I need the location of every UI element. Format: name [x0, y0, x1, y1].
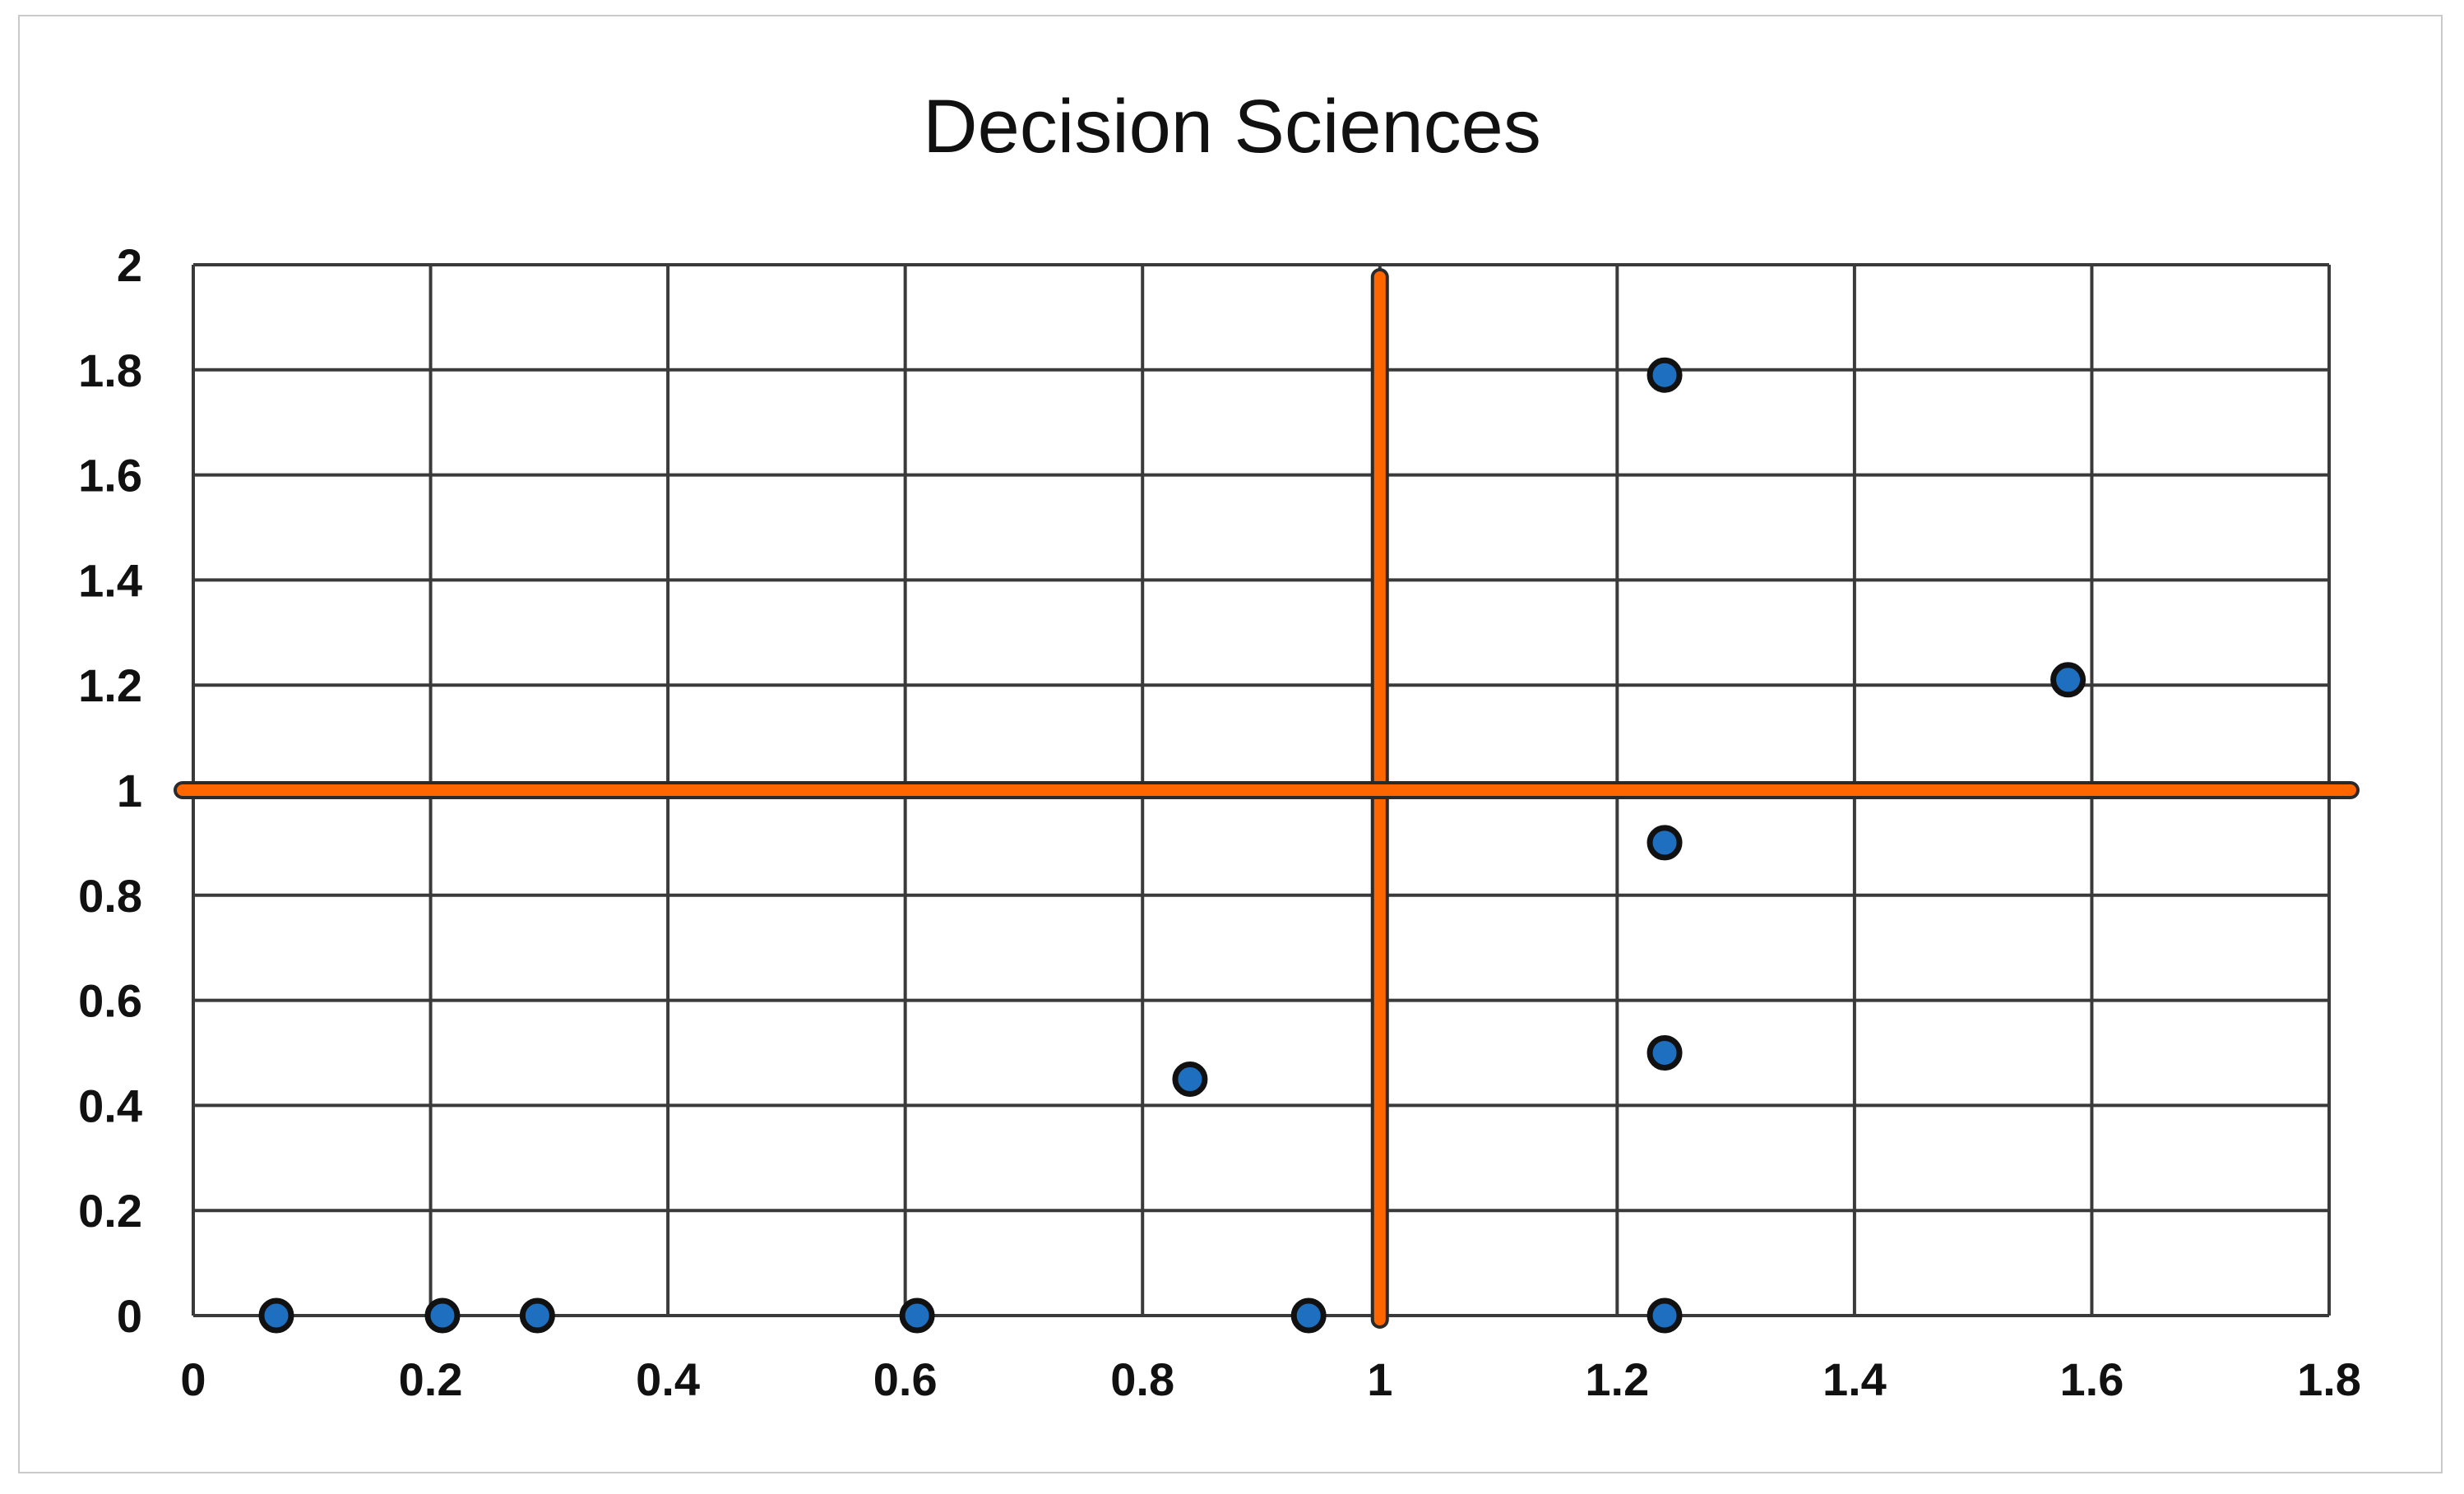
- data-point: [1647, 825, 1683, 861]
- x-tick-label: 1.4: [1823, 1353, 1887, 1405]
- data-point-marker: [2050, 662, 2087, 698]
- data-point-marker: [1290, 1297, 1327, 1334]
- x-tick-label: 0.6: [873, 1353, 938, 1405]
- x-tick-label: 1.8: [2297, 1353, 2361, 1405]
- y-tick-label: 0: [117, 1290, 142, 1342]
- data-point: [1172, 1061, 1208, 1097]
- y-tick-label: 1.6: [78, 450, 142, 502]
- x-tick-label: 0.8: [1110, 1353, 1174, 1405]
- data-point: [258, 1297, 294, 1334]
- data-point: [1647, 1297, 1683, 1334]
- data-point-marker: [1647, 825, 1683, 861]
- data-point: [519, 1297, 555, 1334]
- x-tick-label: 1: [1367, 1353, 1392, 1405]
- data-point-marker: [519, 1297, 555, 1334]
- data-point-marker: [1172, 1061, 1208, 1097]
- data-point: [2050, 662, 2087, 698]
- x-tick-label: 0.4: [636, 1353, 700, 1405]
- y-tick-label: 1.8: [78, 345, 142, 396]
- y-tick-label: 2: [117, 239, 142, 291]
- y-axis-tick-labels: 0 0.2 0.4 0.6 0.8 1 1.2 1.4 1.6 1.8 2: [78, 239, 142, 1342]
- data-point: [899, 1297, 935, 1334]
- reference-lines: [174, 268, 2360, 1329]
- x-tick-label: 1.2: [1585, 1353, 1649, 1405]
- data-point-marker: [899, 1297, 935, 1334]
- x-tick-label: 0: [180, 1353, 206, 1405]
- data-point: [424, 1297, 461, 1334]
- y-tick-label: 0.8: [78, 870, 142, 922]
- data-point-marker: [1647, 1297, 1683, 1334]
- y-tick-label: 1.2: [78, 659, 142, 711]
- chart-frame: [18, 15, 2443, 1473]
- chart-title: Decision Sciences: [923, 85, 1541, 169]
- y-tick-label: 0.2: [78, 1185, 142, 1237]
- y-tick-label: 0.4: [78, 1080, 142, 1131]
- data-point-marker: [424, 1297, 461, 1334]
- data-point-marker: [1647, 357, 1683, 393]
- y-tick-label: 1: [117, 765, 142, 816]
- data-point: [1647, 357, 1683, 393]
- data-point: [1290, 1297, 1327, 1334]
- data-point-marker: [1647, 1035, 1683, 1071]
- x-tick-label: 1.6: [2060, 1353, 2124, 1405]
- x-axis-tick-labels: 0 0.2 0.4 0.6 0.8 1 1.2 1.4 1.6 1.8: [180, 1353, 2361, 1405]
- data-point: [1647, 1035, 1683, 1071]
- data-point-marker: [258, 1297, 294, 1334]
- data-points: [258, 357, 2087, 1334]
- x-tick-label: 0.2: [399, 1353, 463, 1405]
- y-tick-label: 0.6: [78, 975, 142, 1027]
- y-tick-label: 1.4: [78, 554, 142, 606]
